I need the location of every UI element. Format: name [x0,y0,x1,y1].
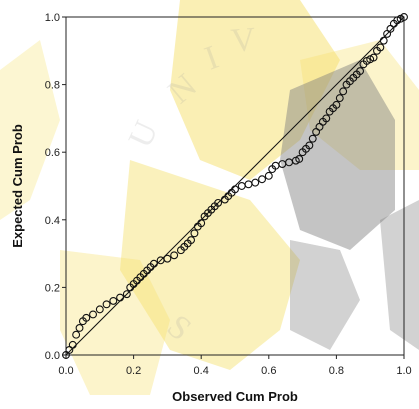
data-point [379,36,388,45]
x-tick-label: 0.0 [58,365,73,377]
y-tick-label: 0.0 [45,350,60,362]
y-tick-label: 0.8 [45,80,60,92]
data-point [163,254,172,263]
data-point [339,87,348,96]
observed-expected-points [62,13,408,359]
data-point [68,340,77,349]
data-point [305,141,314,150]
data-point [332,100,341,109]
data-point [82,313,91,322]
watermark-letter-v: V [229,21,257,60]
data-point [197,219,206,228]
data-point [335,94,344,103]
data-point [187,236,196,245]
data-point [244,180,253,189]
data-point [72,330,81,339]
x-tick-label: 1.0 [396,365,411,377]
data-point [109,296,118,305]
data-point [149,259,158,268]
y-tick-label: 0.2 [45,282,60,294]
data-point [116,293,125,302]
y-tick-label: 0.6 [45,147,60,159]
data-point [308,134,317,143]
data-point [170,251,179,260]
data-point [231,185,239,194]
y-axis: 0.0 0.2 0.4 0.6 0.8 1.0 [45,12,66,362]
data-point [295,155,304,163]
data-point [89,310,97,319]
x-tick-label: 0.4 [194,365,209,377]
x-tick-label: 0.8 [329,365,344,377]
y-tick-label: 1.0 [45,12,60,24]
x-axis: 0.0 0.2 0.4 0.6 0.8 1.0 [58,355,412,377]
y-tick-label: 0.4 [45,215,60,227]
university-logo-watermark: U N I V S [0,0,419,395]
data-point [322,114,331,123]
plot-area-frame [65,16,405,356]
data-point [369,53,378,62]
data-point [75,324,84,332]
data-point [237,182,246,190]
data-point [264,171,273,180]
x-tick-label: 0.6 [261,365,276,377]
data-point [102,300,111,309]
x-tick-label: 0.2 [126,365,141,377]
data-point [122,290,131,299]
data-point [95,305,104,314]
y-axis-title: Expected Cum Prob [10,124,25,248]
data-point [214,198,223,207]
data-point [400,13,408,21]
data-point [258,175,266,184]
watermark-letter-u: U [122,115,166,153]
data-point [356,67,365,76]
data-point [190,229,199,238]
data-point [376,43,385,52]
data-point [251,178,260,187]
x-axis-title: Observed Cum Prob [172,389,298,404]
